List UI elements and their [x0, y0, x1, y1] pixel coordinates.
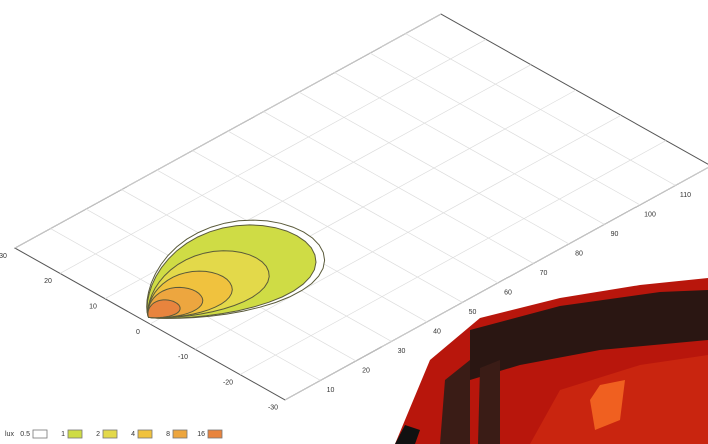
- y-tick-label: 20: [44, 278, 52, 285]
- legend-swatch: [32, 429, 48, 439]
- y-tick-label: 0: [136, 329, 140, 336]
- grid-line: [14, 13, 442, 249]
- x-tick-label: 10: [327, 387, 335, 394]
- x-tick-label: 40: [433, 329, 441, 336]
- legend-swatch: [137, 429, 153, 439]
- legend-swatch: [67, 429, 83, 439]
- legend-label: 16: [197, 431, 205, 438]
- x-tick-label: 20: [362, 368, 370, 375]
- x-tick-label: 60: [504, 290, 512, 297]
- truck-photo: [395, 278, 708, 444]
- legend: lux 0.5 1 2 4 8 16: [5, 429, 223, 439]
- grid-line: [239, 140, 667, 375]
- grid-line: [59, 39, 487, 274]
- x-tick-label: 100: [644, 212, 656, 219]
- grid-line: [194, 114, 622, 350]
- y-tick-label: 10: [89, 304, 97, 311]
- legend-label: 4: [131, 431, 135, 438]
- legend-swatch: [102, 429, 118, 439]
- grid-line: [284, 167, 708, 401]
- x-tick-label: 50: [469, 309, 477, 316]
- contour: [147, 299, 181, 319]
- legend-label: 1: [61, 431, 65, 438]
- legend-label: 8: [166, 431, 170, 438]
- legend-label: 2: [96, 431, 100, 438]
- x-tick-label: 80: [575, 251, 583, 258]
- y-tick-label: -30: [268, 405, 278, 412]
- legend-title: lux: [5, 431, 14, 438]
- legend-swatch: [172, 429, 188, 439]
- legend-label: 0.5: [20, 431, 30, 438]
- x-tick-label: 30: [398, 348, 406, 355]
- x-tick-label: 70: [540, 270, 548, 277]
- y-tick-label: -10: [178, 354, 188, 361]
- x-tick-label: 110: [680, 192, 691, 199]
- legend-swatch: [207, 429, 223, 439]
- y-tick-label: 30: [0, 253, 7, 260]
- y-tick-label: -20: [223, 379, 233, 386]
- x-tick-label: 90: [611, 231, 619, 238]
